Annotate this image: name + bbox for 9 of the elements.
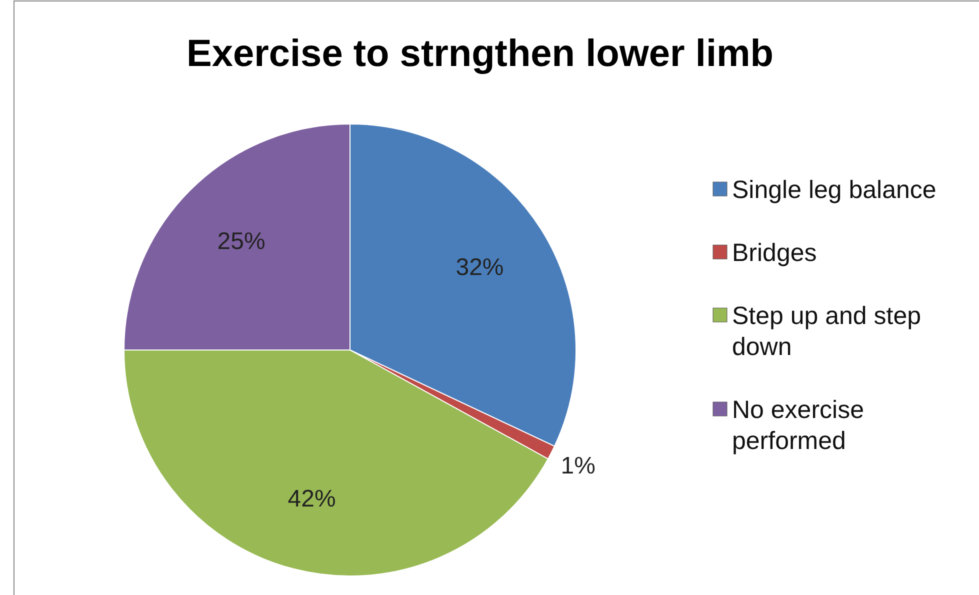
legend-label: Bridges — [732, 239, 817, 267]
chart-title: Exercise to strngthen lower limb — [186, 33, 774, 75]
legend-label: Single leg balance — [732, 176, 936, 204]
data-label: 1% — [560, 452, 596, 480]
data-label: 42% — [288, 485, 336, 512]
data-label: 32% — [456, 254, 504, 282]
legend-label: No exercise performed — [732, 396, 864, 455]
data-label: 25% — [217, 228, 266, 255]
legend-label: Step up and step down — [732, 302, 922, 361]
